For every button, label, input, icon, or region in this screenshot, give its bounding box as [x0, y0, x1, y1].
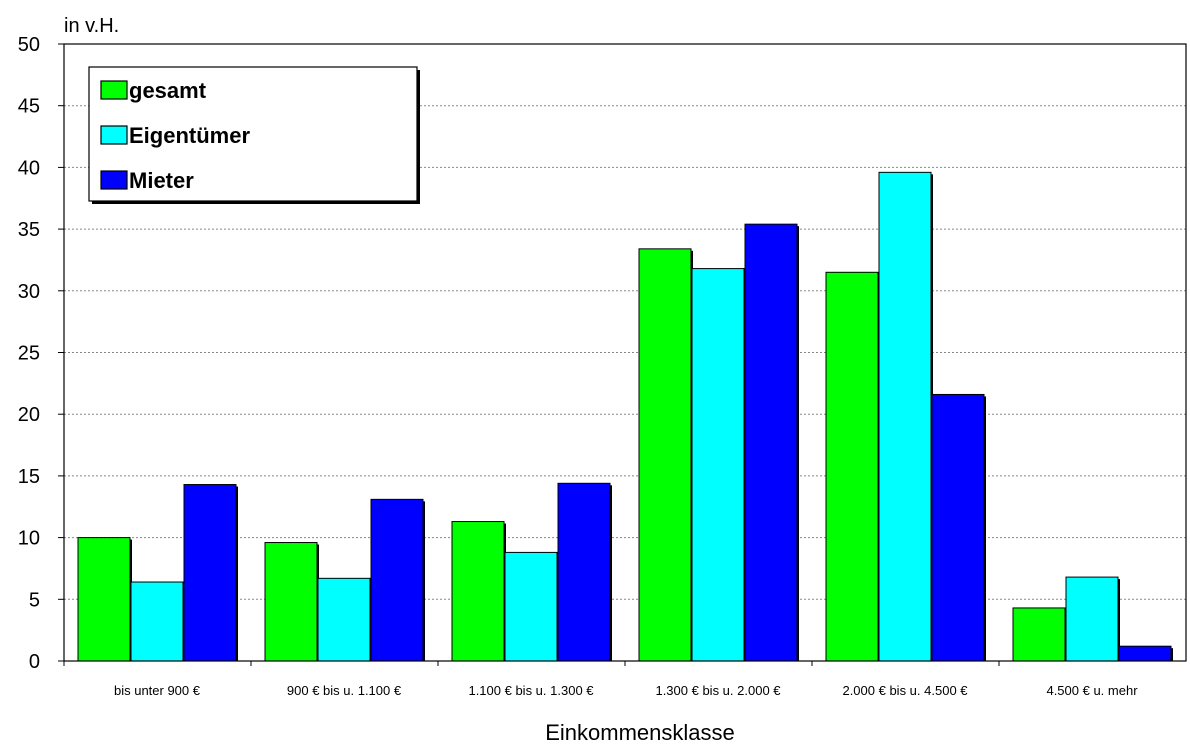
legend-swatch-Mieter — [100, 170, 128, 190]
x-tick-label: bis unter 900 € — [114, 683, 201, 698]
bar-Mieter-2 — [557, 482, 611, 662]
x-tick-label: 2.000 € bis u. 4.500 € — [842, 683, 968, 698]
y-tick-label: 50 — [18, 34, 40, 56]
y-tick-label: 5 — [29, 589, 40, 611]
bar-Eigentümer-0 — [130, 581, 184, 662]
x-axis-ticks: bis unter 900 € 900 € bis u. 1.100 € 1.100… — [63, 661, 1138, 698]
bar-Mieter-1 — [370, 498, 424, 662]
bar-Mieter-0 — [183, 484, 237, 662]
bar-Eigentümer-1 — [317, 577, 371, 662]
y-unit-label: in v.H. — [64, 15, 119, 37]
bar-Eigentümer-4 — [878, 171, 932, 662]
bar-gesamt-1 — [264, 542, 318, 662]
legend-label-Mieter: Mieter — [129, 168, 194, 193]
legend-swatch-Eigentümer — [100, 125, 128, 145]
bar-gesamt-0 — [77, 537, 131, 662]
legend-swatch-gesamt — [100, 80, 128, 100]
gridlines — [64, 105, 1186, 600]
y-tick-label: 10 — [18, 528, 40, 550]
y-tick-label: 25 — [18, 343, 40, 365]
legend-label-gesamt: gesamt — [129, 78, 207, 103]
bar-gesamt-4 — [825, 271, 879, 662]
y-tick-label: 0 — [29, 651, 40, 673]
legend: gesamt Eigentümer Mieter — [88, 66, 420, 204]
bar-gesamt-5 — [1012, 607, 1066, 662]
bar-Mieter-5 — [1118, 645, 1172, 662]
bar-gesamt-3 — [638, 248, 692, 662]
bar-Eigentümer-3 — [691, 268, 745, 662]
x-tick-label: 4.500 € u. mehr — [1046, 683, 1138, 698]
bar-Mieter-3 — [744, 223, 798, 662]
x-tick-label: 1.300 € bis u. 2.000 € — [655, 683, 781, 698]
bar-gesamt-2 — [451, 521, 505, 662]
legend-box — [88, 66, 418, 202]
y-axis-ticks: 0 5 10 15 20 25 30 35 40 45 50 — [18, 34, 64, 673]
y-tick-label: 30 — [18, 281, 40, 303]
y-tick-label: 35 — [18, 219, 40, 241]
legend-label-Eigentümer: Eigentümer — [129, 123, 250, 148]
bar-Eigentümer-2 — [504, 551, 558, 662]
bar-Eigentümer-5 — [1065, 576, 1119, 662]
x-tick-label: 1.100 € bis u. 1.300 € — [468, 683, 594, 698]
y-tick-label: 40 — [18, 157, 40, 179]
y-tick-label: 15 — [18, 466, 40, 488]
y-tick-label: 45 — [18, 96, 40, 118]
y-tick-label: 20 — [18, 404, 40, 426]
bars — [77, 171, 1173, 662]
bar-Mieter-4 — [931, 393, 985, 662]
x-tick-label: 900 € bis u. 1.100 € — [287, 683, 402, 698]
x-axis-title: Einkommensklasse — [545, 720, 735, 745]
